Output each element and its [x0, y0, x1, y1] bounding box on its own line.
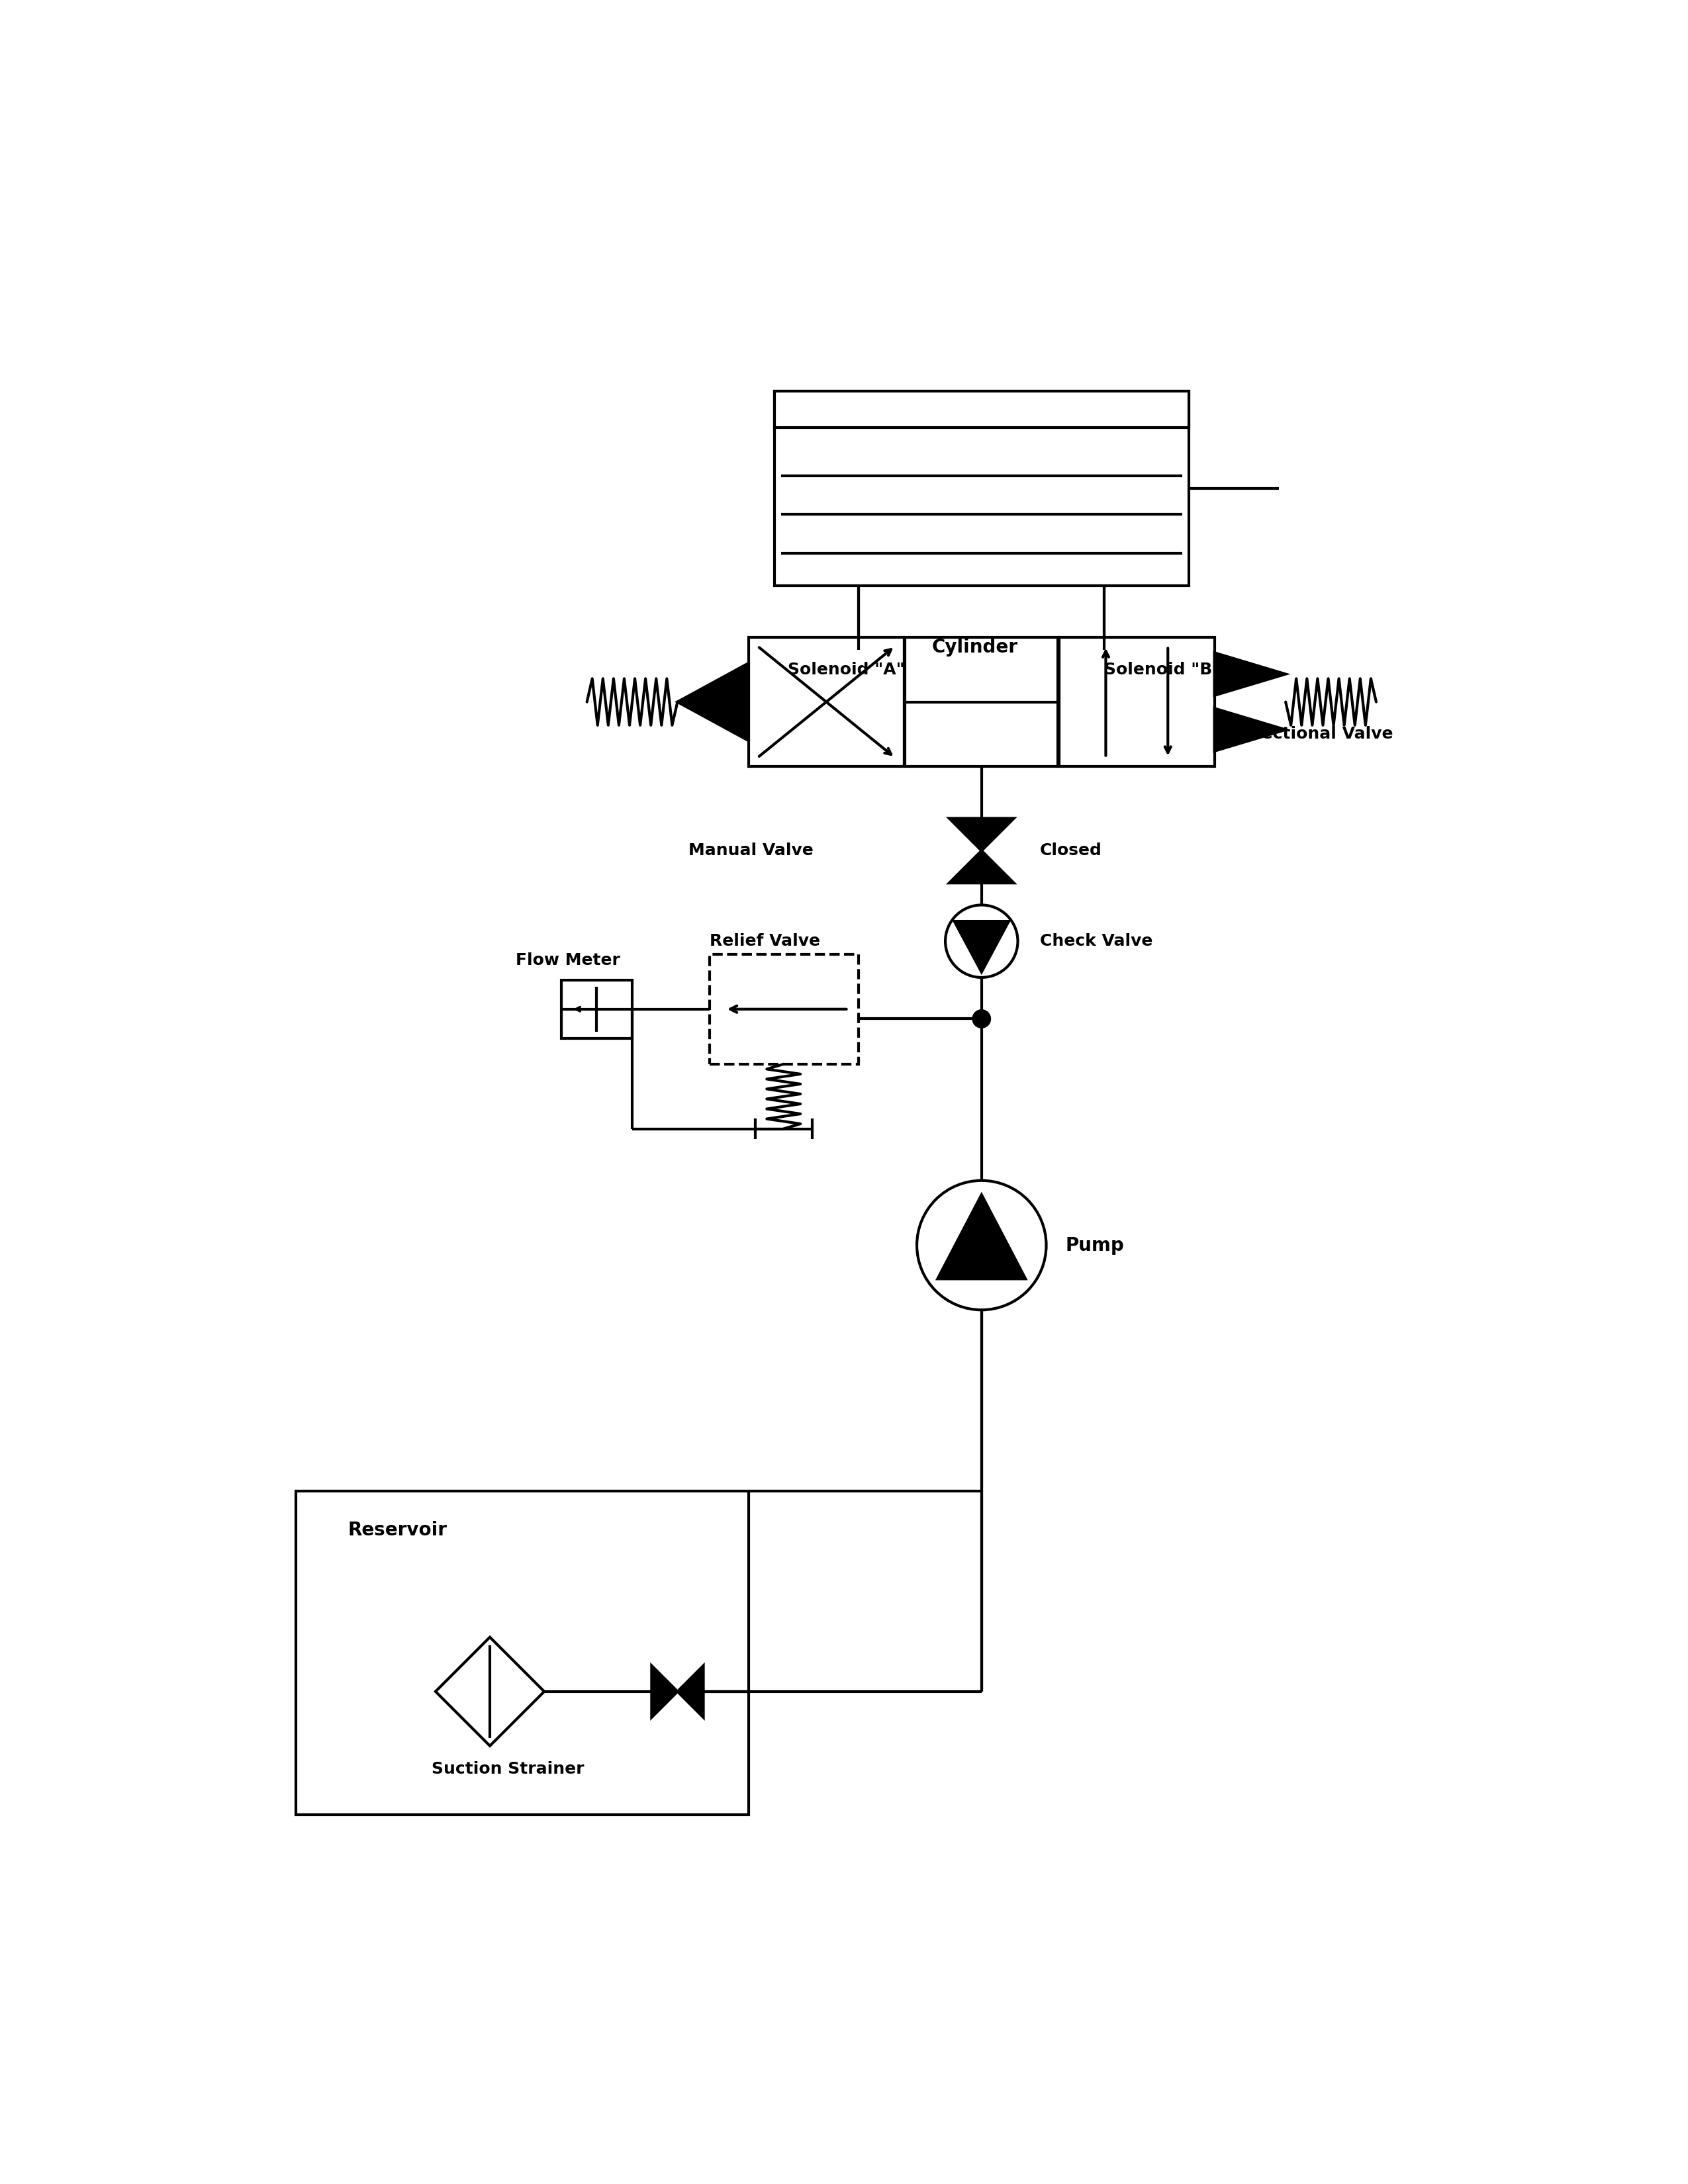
Bar — [295, 1492, 749, 1815]
Text: Solenoid "A": Solenoid "A" — [788, 662, 905, 677]
Polygon shape — [677, 664, 749, 740]
Polygon shape — [949, 819, 1014, 850]
Text: Solenoid "B": Solenoid "B" — [1104, 662, 1220, 677]
Polygon shape — [436, 1638, 544, 1745]
Polygon shape — [949, 850, 1014, 882]
Text: Manual Valve: Manual Valve — [689, 843, 814, 858]
Polygon shape — [937, 1195, 1026, 1280]
Bar — [775, 391, 1188, 428]
Text: Check Valve: Check Valve — [1040, 933, 1153, 950]
Bar — [560, 981, 633, 1037]
Polygon shape — [1214, 653, 1286, 695]
Text: Suction Strainer: Suction Strainer — [432, 1760, 584, 1778]
Text: Pump: Pump — [1065, 1236, 1124, 1254]
Bar — [903, 638, 1058, 767]
Text: Relief Valve: Relief Valve — [711, 933, 820, 950]
Polygon shape — [677, 1666, 704, 1717]
Polygon shape — [954, 922, 1009, 972]
Text: Directional Valve: Directional Valve — [1234, 727, 1393, 743]
Bar — [1058, 638, 1214, 767]
Circle shape — [972, 1009, 991, 1029]
Bar — [749, 638, 903, 767]
Circle shape — [917, 1182, 1047, 1310]
Bar — [775, 391, 1188, 585]
Bar — [711, 954, 859, 1064]
Polygon shape — [1214, 708, 1286, 751]
Polygon shape — [652, 1666, 677, 1717]
Text: Flow Meter: Flow Meter — [517, 952, 619, 968]
Text: Cylinder: Cylinder — [932, 638, 1018, 657]
Text: Closed: Closed — [1040, 843, 1102, 858]
Circle shape — [945, 904, 1018, 978]
Text: Reservoir: Reservoir — [348, 1520, 447, 1540]
